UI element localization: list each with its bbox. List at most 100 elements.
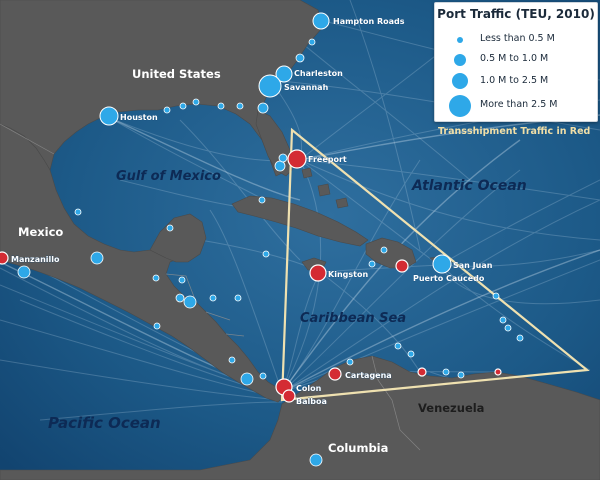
- legend-label: 1.0 M to 2.5 M: [480, 75, 549, 86]
- port-marker-charleston: [275, 65, 293, 83]
- port-marker: [74, 208, 82, 216]
- caribbean-sea-label: Caribbean Sea: [300, 311, 406, 326]
- port-marker: [258, 196, 266, 204]
- port-marker: [457, 371, 465, 379]
- port-marker: [368, 260, 376, 268]
- port-marker-houston: [99, 106, 119, 126]
- minor-ports: [17, 38, 524, 467]
- legend-dot-icon: [449, 95, 471, 117]
- port-marker: [153, 322, 161, 330]
- legend-item-medium: 0.5 M to 1.0 M: [435, 49, 597, 71]
- columbia-label: Columbia: [328, 441, 388, 455]
- port-label-colon: Colon: [296, 384, 322, 393]
- united-states-label: United States: [132, 67, 221, 81]
- port-marker-savannah: [258, 74, 282, 98]
- port-label-puerto-caucedo: Puerto Caucedo: [413, 274, 485, 283]
- named-ports: [99, 12, 452, 274]
- port-label-cartagena: Cartagena: [345, 371, 392, 380]
- port-marker: [259, 372, 267, 380]
- port-label-san-juan: San Juan: [453, 261, 493, 270]
- port-marker-transshipment: [494, 368, 502, 376]
- water-body-labels: Gulf of Mexico Atlantic Ocean Caribbean …: [48, 169, 527, 432]
- port-marker-manzanillo: [0, 251, 9, 265]
- bahamas-island: [335, 197, 349, 209]
- port-marker: [163, 106, 171, 114]
- port-marker: [209, 294, 217, 302]
- atlantic-ocean-label: Atlantic Ocean: [411, 178, 527, 194]
- gulf-of-mexico-label: Gulf of Mexico: [116, 169, 221, 184]
- legend-label: Less than 0.5 M: [480, 33, 555, 44]
- legend-dot-icon: [454, 54, 466, 66]
- colombia-venezuela-border: [371, 355, 421, 451]
- port-marker: [309, 453, 323, 467]
- port-marker: [295, 53, 305, 63]
- port-label-houston: Houston: [120, 113, 158, 122]
- port-marker: [152, 274, 160, 282]
- map-legend: Port Traffic (TEU, 2010) Less than 0.5 M…: [434, 2, 598, 122]
- port-marker: [166, 224, 174, 232]
- port-marker-kingston: [309, 264, 327, 282]
- country-labels: United States Mexico Venezuela Columbia: [18, 67, 484, 455]
- port-marker: [178, 276, 186, 284]
- venezuela-label: Venezuela: [418, 401, 484, 415]
- port-label-charleston: Charleston: [294, 69, 343, 78]
- port-label-savannah: Savannah: [284, 83, 329, 92]
- legend-label: More than 2.5 M: [480, 99, 558, 110]
- legend-item-small: Less than 0.5 M: [435, 29, 597, 51]
- port-marker: [346, 358, 354, 366]
- port-marker: [17, 265, 31, 279]
- legend-item-xlarge: More than 2.5 M: [435, 95, 597, 117]
- main-shipping-lanes: [0, 114, 600, 393]
- country-borders: [0, 123, 421, 451]
- port-marker-puerto-caucedo: [395, 259, 409, 273]
- port-marker: [228, 356, 236, 364]
- port-marker: [257, 102, 269, 114]
- port-marker: [442, 368, 450, 376]
- port-marker-freeport: [287, 149, 307, 169]
- port-marker: [236, 102, 244, 110]
- port-marker: [183, 295, 197, 309]
- legend-dot-icon: [452, 73, 468, 89]
- transshipment-note: Transshipment Traffic in Red: [438, 126, 591, 137]
- port-marker: [394, 342, 402, 350]
- port-marker: [499, 316, 507, 324]
- port-marker: [504, 324, 512, 332]
- port-label-hampton-roads: Hampton Roads: [333, 17, 405, 26]
- port-marker: [262, 250, 270, 258]
- port-marker-cartagena: [328, 367, 342, 381]
- port-marker-hampton-roads: [312, 12, 330, 30]
- port-label-kingston: Kingston: [328, 270, 368, 279]
- port-marker-balboa: [282, 389, 296, 403]
- pacific-ocean-label: Pacific Ocean: [48, 414, 161, 432]
- port-marker: [234, 294, 242, 302]
- transshipment-ports: [0, 149, 502, 403]
- port-marker-san-juan: [432, 254, 452, 274]
- central-america-border: [165, 273, 197, 303]
- port-label-balboa: Balboa: [296, 397, 327, 406]
- legend-item-large: 1.0 M to 2.5 M: [435, 71, 597, 93]
- port-marker: [278, 153, 288, 163]
- port-marker: [407, 350, 415, 358]
- port-label-manzanillo: Manzanillo: [11, 255, 60, 264]
- port-marker: [492, 292, 500, 300]
- port-label-freeport: Freeport: [308, 155, 347, 164]
- port-marker: [179, 102, 187, 110]
- cuba-island: [231, 195, 369, 247]
- central-america-border: [225, 333, 245, 337]
- legend-dot-icon: [457, 37, 463, 43]
- us-mexico-border: [0, 123, 55, 155]
- mexico-label: Mexico: [18, 225, 63, 239]
- port-marker: [380, 246, 388, 254]
- port-marker: [308, 38, 316, 46]
- port-marker: [274, 160, 286, 172]
- shipping-routes: [0, 0, 600, 421]
- port-marker: [90, 251, 104, 265]
- port-marker: [217, 102, 225, 110]
- port-marker: [192, 98, 200, 106]
- legend-label: 0.5 M to 1.0 M: [480, 53, 549, 64]
- legend-title: Port Traffic (TEU, 2010): [437, 7, 595, 21]
- port-marker: [240, 372, 254, 386]
- central-america-border: [205, 311, 231, 321]
